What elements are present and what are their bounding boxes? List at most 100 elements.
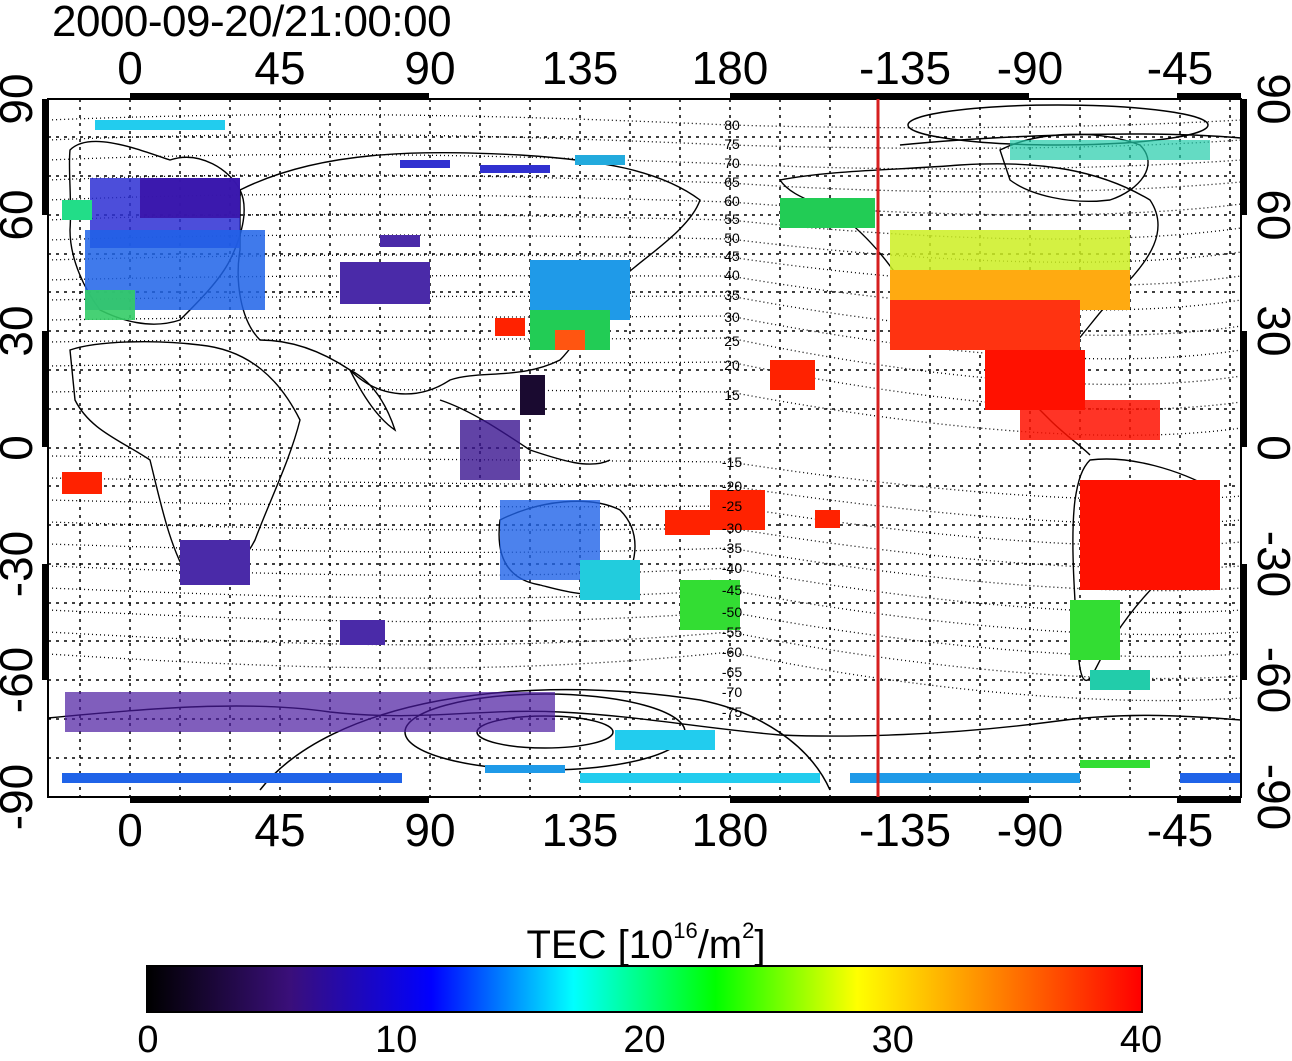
top-lon-tick: 180 (692, 42, 769, 94)
contour-label: -75 (722, 704, 742, 720)
colorbar-title-prefix: TEC [10 (526, 923, 674, 967)
bottom-lon-tick: 90 (404, 804, 455, 856)
tec-region-antarctic-band-5 (1080, 760, 1150, 768)
contour-label: 20 (724, 357, 740, 373)
tec-region-new-zealand (680, 580, 740, 630)
border-bar-bottom (130, 797, 1241, 803)
colorbar-tick: 20 (623, 1019, 666, 1061)
bottom-lon-tick: 45 (254, 804, 305, 856)
coast-se-asia (439, 399, 611, 465)
contour-label: -55 (722, 624, 742, 640)
tec-region-patagonia (1070, 600, 1120, 660)
bottom-lon-tick: 180 (692, 804, 769, 856)
tec-region-antarctic-band-1 (62, 773, 402, 783)
bottom-lon-tick: 0 (117, 804, 143, 856)
tec-region-australia-east (580, 560, 640, 600)
contour-label: 40 (724, 267, 740, 283)
contour-label: 75 (724, 136, 740, 152)
top-lon-tick: 0 (117, 42, 143, 94)
tec-region-philippines (520, 375, 545, 415)
bottom-lon-tick: -45 (1147, 804, 1213, 856)
contour-label: 25 (724, 333, 740, 349)
contour-label: 65 (724, 174, 740, 190)
colorbar (146, 965, 1143, 1013)
border-bar-right (1241, 99, 1247, 680)
colorbar-tick: 0 (137, 1019, 159, 1061)
contour-label: 60 (724, 193, 740, 209)
bottom-longitude-ticks: 0 45 90 135 180 -135 -90 -45 (117, 804, 1213, 856)
tec-region-pacific-red-2 (710, 490, 765, 530)
tec-region-east-asia-red (555, 330, 585, 350)
colorbar-title-unit: /m (697, 923, 743, 967)
border-bar-top (130, 93, 1241, 99)
left-lat-tick: -30 (0, 531, 42, 597)
left-lat-tick: 0 (0, 435, 42, 461)
contour-label: 70 (724, 155, 740, 171)
tec-region-alaska (780, 198, 875, 228)
colorbar-tick: 10 (375, 1019, 418, 1061)
tec-region-south-pacific (340, 620, 385, 645)
contour-label: -25 (722, 498, 742, 514)
right-lat-tick: 30 (1248, 305, 1292, 356)
right-lat-tick: 90 (1248, 73, 1292, 124)
tec-region-antarctic-purple (65, 692, 555, 732)
left-latitude-ticks: 90 60 30 0 -30 -60 -90 (0, 73, 42, 830)
contour-label: -40 (722, 560, 742, 576)
coast-greenland (999, 133, 1149, 202)
tec-region-caribbean (1020, 400, 1160, 440)
top-lon-tick: 90 (404, 42, 455, 94)
contour-label: -50 (722, 604, 742, 620)
tec-region-antarctic-east (615, 730, 715, 750)
timestamp-title: 2000-09-20/21:00:00 (52, 0, 452, 46)
contour-label: -60 (722, 644, 742, 660)
tec-region-sa-south (1090, 670, 1150, 690)
top-longitude-ticks: 0 45 90 135 180 -135 -90 -45 (117, 42, 1213, 94)
tec-region-antarctic-band-3 (580, 773, 820, 783)
tec-region-indonesia (460, 420, 520, 480)
bottom-lon-tick: 135 (542, 804, 619, 856)
border-bar-left (42, 99, 48, 680)
tec-region-europe-2 (140, 178, 240, 218)
tec-region-central-asia (340, 262, 430, 304)
tec-region-usa-south (890, 300, 1080, 350)
tec-region-canada (890, 230, 1130, 275)
tec-region-pacific-red (665, 510, 710, 535)
left-lat-tick: 30 (0, 305, 42, 356)
tec-region-antarctic-band-4 (850, 773, 1080, 783)
contour-label: 15 (724, 387, 740, 403)
left-lat-tick: 60 (0, 189, 42, 240)
left-lat-tick: 90 (0, 73, 42, 124)
tec-region-asia-scatter-1 (380, 235, 420, 247)
coast-north-america (778, 163, 1159, 364)
right-lat-tick: -30 (1248, 531, 1292, 597)
colorbar-title-suffix: ] (754, 923, 766, 967)
tec-region-europe-5 (95, 120, 225, 130)
contour-label: 35 (724, 287, 740, 303)
contour-label: -20 (722, 478, 742, 494)
tec-region-europe-6 (62, 200, 92, 220)
tec-region-asia-scatter-3 (480, 165, 550, 173)
bottom-lon-tick: -135 (859, 804, 951, 856)
top-lon-tick: -45 (1147, 42, 1213, 94)
right-latitude-ticks: 90 60 30 0 -30 -60 -90 (1248, 73, 1292, 830)
tec-region-hawaii (770, 360, 815, 390)
left-lat-tick: -90 (0, 764, 42, 830)
contour-label: -45 (722, 582, 742, 598)
tec-region-europe-4 (85, 290, 135, 320)
tec-map: 0 45 90 135 180 -135 -90 -45 0 45 90 135 180 -135 -90… (0, 42, 1292, 856)
tec-data-cells (62, 120, 1240, 783)
tec-region-antarctic-band-2 (485, 765, 565, 773)
contour-label: -30 (722, 520, 742, 536)
tec-region-east-asia-red-2 (495, 318, 525, 336)
contour-label: -70 (722, 684, 742, 700)
colorbar-title-exponent-2: 2 (742, 918, 755, 943)
colorbar-title: TEC [1016/m2] (0, 906, 1292, 970)
top-lon-tick: 45 (254, 42, 305, 94)
tec-region-siberia (575, 155, 625, 165)
contour-label: -65 (722, 664, 742, 680)
left-lat-tick: -60 (0, 647, 42, 713)
top-lon-tick: -135 (859, 42, 951, 94)
contour-label: -35 (722, 540, 742, 556)
colorbar-tick: 40 (1119, 1019, 1163, 1061)
bottom-lon-tick: -90 (997, 804, 1063, 856)
